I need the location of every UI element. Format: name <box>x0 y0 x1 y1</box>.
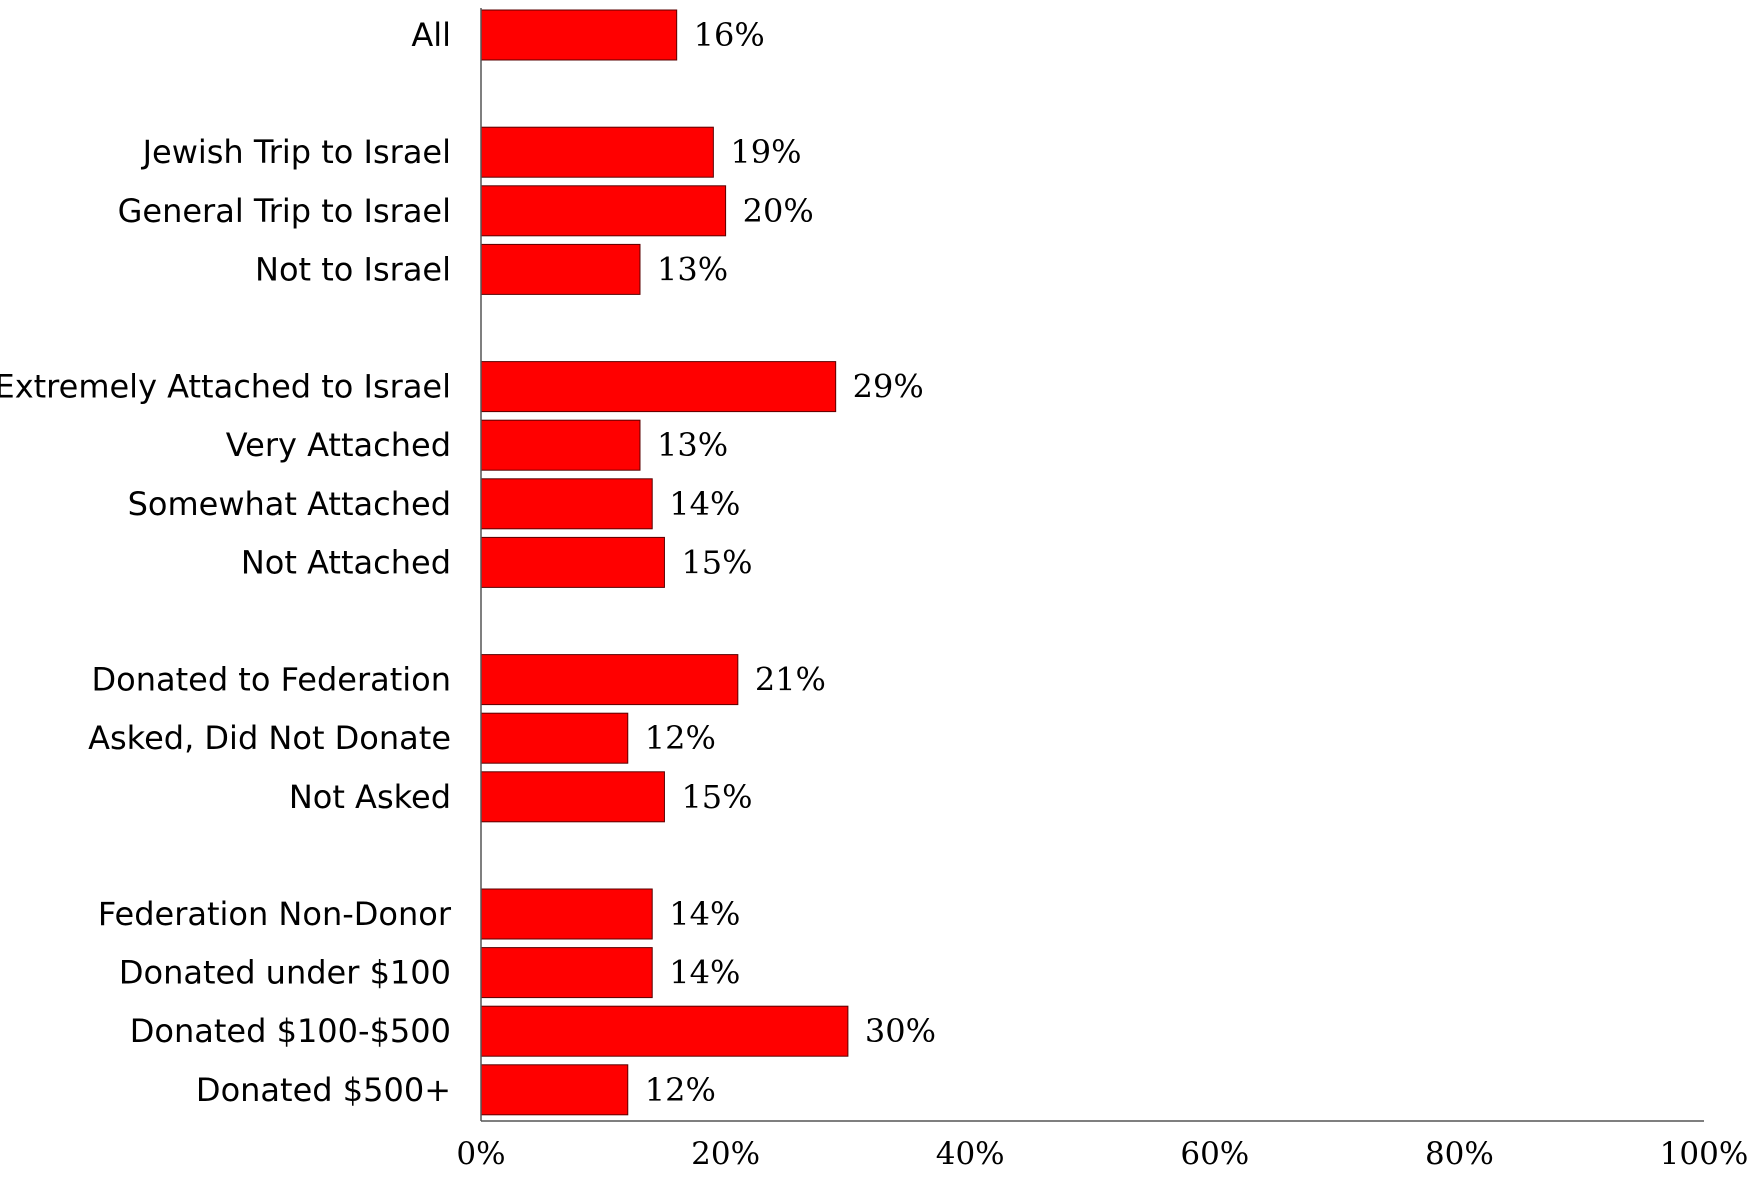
bars-group <box>480 9 849 1116</box>
x-tick-label: 80% <box>1425 1136 1494 1172</box>
x-tick-label: 100% <box>1660 1136 1749 1172</box>
data-label: 13% <box>657 250 728 288</box>
bar <box>480 361 837 413</box>
category-label: Donated $100-$500 <box>130 1012 451 1050</box>
data-label: 12% <box>645 719 716 757</box>
data-label: 20% <box>743 192 814 230</box>
x-tick-labels: 0% 20% 40% 60% 80% 100% <box>456 1136 1748 1172</box>
category-label: General Trip to Israel <box>118 192 451 230</box>
category-label: Jewish Trip to Israel <box>141 133 451 171</box>
category-label: Extremely Attached to Israel <box>0 368 451 406</box>
category-label: Donated $500+ <box>196 1071 451 1109</box>
bar <box>480 888 653 940</box>
value-labels: 16% 19% 20% 13% 29% 13% 14% 15% 21% 12% 15% 14% 14% 3… <box>645 16 936 1109</box>
data-label: 15% <box>681 778 752 816</box>
category-label: Asked, Did Not Donate <box>88 719 451 757</box>
category-label: All <box>411 16 451 54</box>
category-label: Not Attached <box>241 543 451 581</box>
bar <box>480 185 727 237</box>
bar <box>480 419 641 471</box>
bar <box>480 243 641 295</box>
data-label: 14% <box>669 485 740 523</box>
data-label: 19% <box>730 133 801 171</box>
category-label: Donated under $100 <box>119 954 451 992</box>
data-label: 13% <box>657 426 728 464</box>
data-label: 15% <box>681 543 752 581</box>
category-label: Not to Israel <box>255 250 451 288</box>
category-label: Federation Non-Donor <box>98 895 452 933</box>
x-tick-label: 60% <box>1180 1136 1249 1172</box>
data-label: 12% <box>645 1071 716 1109</box>
bar <box>480 1064 629 1116</box>
bar <box>480 536 665 588</box>
bar <box>480 9 678 61</box>
x-tick-label: 20% <box>691 1136 760 1172</box>
bar <box>480 771 665 823</box>
bar <box>480 1005 849 1057</box>
data-label: 16% <box>694 16 765 54</box>
category-label: Donated to Federation <box>91 661 451 699</box>
bar <box>480 478 653 530</box>
category-label: Not Asked <box>289 778 451 816</box>
bar <box>480 126 714 178</box>
bar <box>480 712 629 764</box>
x-tick-label: 0% <box>456 1136 505 1172</box>
x-tick-label: 40% <box>936 1136 1005 1172</box>
data-label: 30% <box>865 1012 936 1050</box>
category-label: Very Attached <box>226 426 451 464</box>
category-labels: All Jewish Trip to Israel General Trip to … <box>0 16 452 1109</box>
data-label: 29% <box>853 368 924 406</box>
bar <box>480 654 739 706</box>
bar <box>480 947 653 999</box>
data-label: 14% <box>669 954 740 992</box>
data-label: 21% <box>755 661 826 699</box>
data-label: 14% <box>669 895 740 933</box>
category-label: Somewhat Attached <box>128 485 451 523</box>
